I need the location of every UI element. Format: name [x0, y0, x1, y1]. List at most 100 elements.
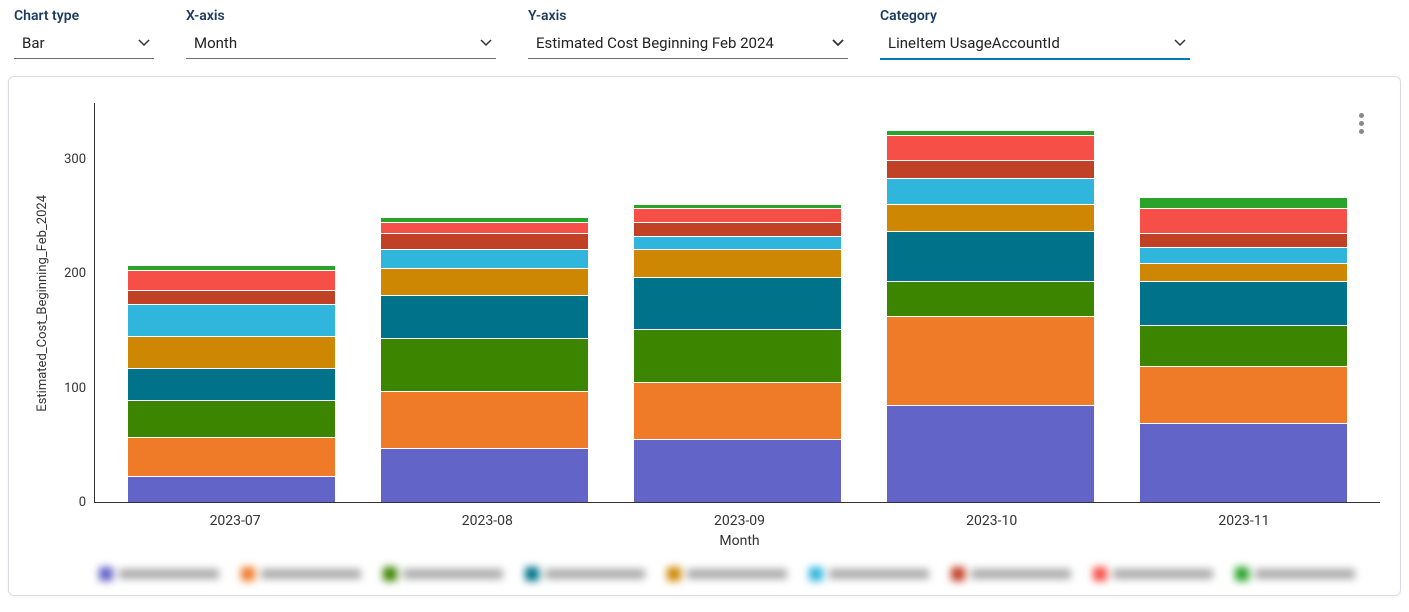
chart-controls: Chart type Bar X-axis Month Y-axis Estim… — [8, 8, 1401, 60]
x-axis-ticks: 2023-072023-082023-092023-102023-11 — [99, 503, 1380, 529]
bar-segment[interactable] — [381, 295, 588, 338]
bar-segment[interactable] — [128, 368, 335, 400]
bar-stack[interactable] — [381, 217, 588, 503]
bar-segment[interactable] — [128, 290, 335, 304]
x-axis-dropdown[interactable]: Month — [186, 28, 496, 59]
bar-segment[interactable] — [381, 268, 588, 295]
x-tick: 2023-11 — [1118, 513, 1370, 529]
bar-stack[interactable] — [1140, 197, 1347, 503]
bar-segment[interactable] — [381, 222, 588, 233]
chart-type-dropdown[interactable]: Bar — [14, 28, 154, 59]
legend-item[interactable] — [951, 567, 1071, 581]
legend-label — [1113, 569, 1213, 579]
bar-segment[interactable] — [128, 304, 335, 336]
bar-segment[interactable] — [128, 400, 335, 437]
legend-item[interactable] — [241, 567, 361, 581]
chart-type-control: Chart type Bar — [14, 8, 154, 60]
legend-item[interactable] — [99, 567, 219, 581]
legend-swatch — [809, 567, 823, 581]
bar-segment[interactable] — [634, 329, 841, 382]
category-label: Category — [880, 8, 1190, 24]
legend-label — [261, 569, 361, 579]
legend-item[interactable] — [383, 567, 503, 581]
bar-stack[interactable] — [887, 130, 1094, 503]
legend-item[interactable] — [525, 567, 645, 581]
y-axis-value: Estimated Cost Beginning Feb 2024 — [536, 34, 774, 52]
bar-segment[interactable] — [887, 204, 1094, 231]
legend-item[interactable] — [809, 567, 929, 581]
bar-segment[interactable] — [128, 476, 335, 503]
bar-segment[interactable] — [887, 405, 1094, 503]
bar-segment[interactable] — [887, 316, 1094, 405]
x-axis-title: Month — [99, 533, 1380, 549]
bar-segment[interactable] — [1140, 197, 1347, 208]
legend-swatch — [1235, 567, 1249, 581]
bar-segment[interactable] — [1140, 247, 1347, 263]
bar-segment[interactable] — [1140, 208, 1347, 233]
legend-swatch — [99, 567, 113, 581]
y-axis-dropdown[interactable]: Estimated Cost Beginning Feb 2024 — [528, 28, 848, 59]
x-tick: 2023-10 — [866, 513, 1118, 529]
bar-segment[interactable] — [634, 277, 841, 330]
legend-label — [403, 569, 503, 579]
legend-swatch — [241, 567, 255, 581]
bar-segment[interactable] — [1140, 366, 1347, 423]
chart-type-label: Chart type — [14, 8, 154, 24]
bar-segment[interactable] — [1140, 423, 1347, 503]
bar-segment[interactable] — [1140, 233, 1347, 247]
bar-segment[interactable] — [381, 249, 588, 267]
bar-segment[interactable] — [634, 439, 841, 503]
legend-swatch — [525, 567, 539, 581]
plot-region — [94, 103, 1380, 503]
bar-stack[interactable] — [128, 265, 335, 503]
bar-segment[interactable] — [887, 178, 1094, 203]
y-axis-label-text: Y-axis — [528, 8, 848, 24]
bar-stack[interactable] — [634, 204, 841, 503]
legend-item[interactable] — [667, 567, 787, 581]
bar-segment[interactable] — [887, 231, 1094, 281]
bar-segment[interactable] — [1140, 325, 1347, 366]
bar-segment[interactable] — [1140, 281, 1347, 324]
bar-column — [1117, 103, 1370, 503]
bar-segment[interactable] — [381, 448, 588, 503]
bar-segment[interactable] — [634, 382, 841, 439]
bar-segment[interactable] — [381, 233, 588, 249]
bar-segment[interactable] — [1140, 263, 1347, 281]
legend-swatch — [667, 567, 681, 581]
legend-item[interactable] — [1093, 567, 1213, 581]
chevron-down-icon — [832, 37, 844, 49]
bar-segment[interactable] — [381, 391, 588, 448]
bar-segment[interactable] — [634, 222, 841, 236]
chart-type-value: Bar — [22, 34, 45, 52]
legend-swatch — [383, 567, 397, 581]
category-dropdown[interactable]: LineItem UsageAccountId — [880, 28, 1190, 60]
x-axis-control: X-axis Month — [186, 8, 496, 60]
chevron-down-icon — [480, 37, 492, 49]
bar-segment[interactable] — [128, 270, 335, 291]
bar-segment[interactable] — [634, 236, 841, 250]
bar-segment[interactable] — [887, 135, 1094, 160]
legend-item[interactable] — [1235, 567, 1355, 581]
bar-segment[interactable] — [634, 208, 841, 222]
legend-label — [829, 569, 929, 579]
legend-label — [687, 569, 787, 579]
bar-segment[interactable] — [887, 160, 1094, 178]
bar-segment[interactable] — [381, 338, 588, 391]
category-control: Category LineItem UsageAccountId — [880, 8, 1190, 60]
y-tick: 300 — [64, 152, 86, 167]
x-axis-line — [95, 502, 1380, 503]
bar-segment[interactable] — [128, 437, 335, 476]
chart-card: Estimated_Cost_Beginning_Feb_2024 300200… — [8, 76, 1401, 596]
bar-segment[interactable] — [887, 281, 1094, 315]
y-axis-control: Y-axis Estimated Cost Beginning Feb 2024 — [528, 8, 848, 60]
bar-segment[interactable] — [634, 249, 841, 276]
x-axis-value: Month — [194, 34, 237, 52]
legend-swatch — [951, 567, 965, 581]
legend-label — [971, 569, 1071, 579]
x-tick: 2023-07 — [109, 513, 361, 529]
legend-label — [545, 569, 645, 579]
y-tick: 200 — [64, 266, 86, 281]
legend-label — [1255, 569, 1355, 579]
bar-segment[interactable] — [128, 336, 335, 368]
x-axis-label-text: X-axis — [186, 8, 496, 24]
